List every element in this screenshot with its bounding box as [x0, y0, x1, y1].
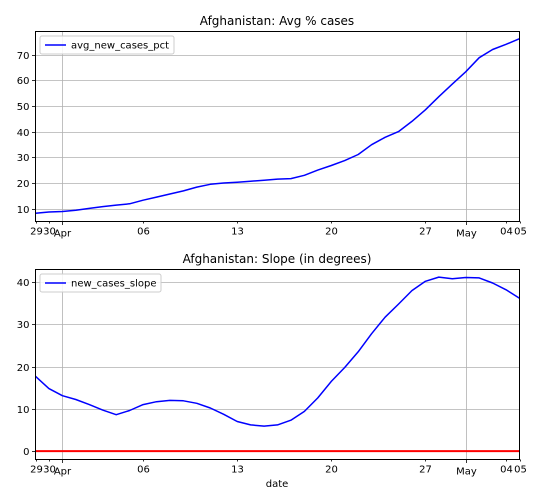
x-tick-label: 13: [231, 227, 244, 238]
x-tick-label: 27: [419, 465, 432, 476]
x-tick-label: 30: [43, 465, 56, 476]
y-tick-label: 30: [17, 320, 30, 331]
x-tick-label: 04: [500, 227, 513, 238]
y-tick-label: 40: [17, 128, 30, 139]
plot-frame: [35, 31, 520, 222]
chart-title: Afghanistan: Avg % cases: [200, 14, 354, 28]
x-axis-label: date: [266, 479, 289, 490]
x-tick-label: Apr: [54, 229, 72, 240]
x-tick-label: May: [456, 229, 477, 240]
x-tick-label: Apr: [54, 467, 72, 478]
y-tick-label: 70: [17, 51, 30, 62]
slope-chart: Afghanistan: Slope (in degrees) 0 10 20 30 4…: [17, 252, 527, 490]
x-tick-label: 30: [43, 227, 56, 238]
legend: avg_new_cases_pct: [39, 35, 175, 55]
x-tick-label: 29: [30, 227, 43, 238]
y-tick-label: 30: [17, 153, 30, 164]
y-tick-label: 0: [23, 447, 29, 458]
legend-label: avg_new_cases_pct: [71, 41, 169, 52]
x-tick-label: 04: [500, 465, 513, 476]
avg-cases-chart: Afghanistan: Avg % cases 10 20 30 40 50 60 70 2…: [17, 14, 527, 240]
x-tick-label: 05: [514, 227, 527, 238]
y-tick-label: 60: [17, 76, 30, 87]
y-tick-label: 50: [17, 102, 30, 113]
y-tick-label: 20: [17, 363, 30, 374]
x-tick-label: 06: [137, 465, 150, 476]
plot-frame: [35, 269, 520, 460]
series-line: [34, 276, 520, 427]
x-tick-label: 20: [325, 465, 338, 476]
x-tick-label: 27: [419, 227, 432, 238]
x-tick-label: 13: [231, 465, 244, 476]
chart-title: Afghanistan: Slope (in degrees): [183, 252, 372, 266]
x-tick-label: 29: [30, 465, 43, 476]
x-tick-label: May: [456, 467, 477, 478]
y-tick-label: 10: [17, 405, 30, 416]
y-tick-label: 40: [17, 278, 30, 289]
x-tick-label: 05: [514, 465, 527, 476]
x-tick-label: 06: [137, 227, 150, 238]
series-line: [35, 38, 520, 215]
legend-label: new_cases_slope: [71, 279, 156, 290]
legend: new_cases_slope: [39, 273, 162, 293]
y-tick-label: 10: [17, 205, 30, 216]
y-tick-label: 20: [17, 179, 30, 190]
x-tick-label: 20: [325, 227, 338, 238]
